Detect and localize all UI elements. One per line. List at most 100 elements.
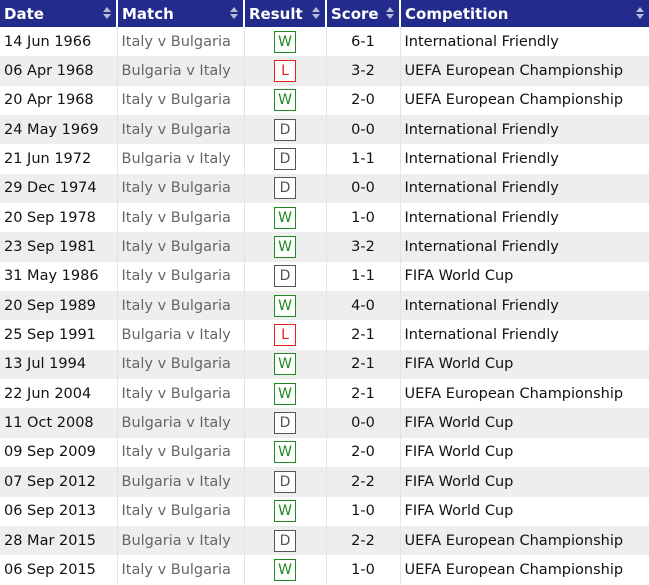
result-badge: D (274, 529, 296, 552)
competition-cell: FIFA World Cup (400, 349, 649, 380)
match-cell: Italy v Bulgaria (117, 115, 245, 145)
result-cell: W (244, 232, 327, 262)
result-cell: W (244, 379, 327, 409)
result-badge: L (274, 60, 296, 83)
result-badge: L (274, 324, 296, 347)
match-cell: Italy v Bulgaria (117, 203, 245, 233)
score-cell: 2-0 (326, 437, 401, 468)
sort-icon[interactable] (230, 6, 238, 21)
date-cell: 31 May 1986 (0, 261, 118, 292)
competition-cell: UEFA European Championship (404, 92, 624, 109)
result-cell: L (244, 56, 327, 86)
competition-cell: UEFA European Championship (404, 385, 624, 402)
match-cell: Italy v Bulgaria (117, 496, 245, 526)
result-badge: D (274, 118, 296, 141)
match-cell: Italy v Bulgaria (117, 27, 245, 57)
table-row: 20 Sep 1989 Italy v Bulgaria W 4-0 Internati… (0, 291, 649, 321)
result-cell: D (244, 115, 327, 145)
match-cell: Italy v Bulgaria (117, 85, 245, 116)
sort-icon[interactable] (103, 6, 111, 21)
date-cell: 11 Oct 2008 (0, 408, 118, 438)
column-header-score[interactable]: Score (326, 0, 401, 27)
result-cell: W (244, 291, 327, 321)
date-cell: 23 Sep 1981 (0, 232, 118, 262)
result-badge: D (274, 412, 296, 435)
competition-cell: FIFA World Cup (404, 268, 514, 285)
match-cell: Italy v Bulgaria (117, 349, 245, 380)
header-row: Date Match Result Score Competition (0, 0, 649, 27)
result-cell: W (244, 27, 327, 57)
competition-cell: International Friendly (400, 291, 649, 321)
score-cell: 1-1 (326, 144, 401, 174)
result-badge: D (274, 265, 296, 288)
column-header-result[interactable]: Result (244, 0, 327, 27)
match-cell: Bulgaria v Italy (117, 525, 245, 556)
date-cell: 22 Jun 2004 (0, 379, 118, 409)
table-row: 29 Dec 1974 Italy v Bulgaria D 0-0 Internati… (0, 173, 649, 204)
column-header-label: Result (249, 4, 303, 23)
match-cell: Bulgaria v Italy (117, 320, 245, 350)
score-cell: 3-2 (326, 232, 401, 262)
table-row: 24 May 1969 Italy v Bulgaria D 0-0 Internati… (0, 115, 649, 145)
score-cell: 3-2 (326, 56, 401, 86)
result-cell: D (244, 173, 327, 204)
score-cell: 1-0 (326, 496, 401, 526)
result-cell: L (244, 320, 327, 350)
column-header-date[interactable]: Date (0, 0, 118, 27)
competition-cell: UEFA European Championship (400, 525, 649, 556)
date-cell: 24 May 1969 (0, 115, 118, 145)
table-row: 06 Sep 2013 Italy v Bulgaria W 1-0 FIFA Worl… (0, 496, 649, 526)
table-row: 31 May 1986 Italy v Bulgaria D 1-1 FIFA Worl… (0, 261, 649, 292)
match-cell: Italy v Bulgaria (117, 291, 245, 321)
match-cell: Italy v Bulgaria (117, 437, 245, 468)
column-header-competition[interactable]: Competition (400, 0, 649, 27)
column-header-label: Date (4, 4, 44, 23)
match-cell: Bulgaria v Italy (117, 408, 245, 438)
competition-cell: UEFA European Championship (404, 561, 624, 578)
column-header-match[interactable]: Match (117, 0, 245, 27)
table-row: 28 Mar 2015 Bulgaria v Italy D 2-2 UEFA Euro… (0, 525, 649, 556)
result-badge: W (274, 441, 296, 464)
date-cell: 09 Sep 2009 (0, 437, 118, 468)
score-cell: 0-0 (326, 408, 401, 438)
sort-icon[interactable] (386, 6, 394, 21)
result-badge: W (274, 30, 296, 53)
column-header-label: Match (122, 4, 174, 23)
result-badge: W (274, 206, 296, 229)
date-cell: 20 Sep 1989 (0, 291, 118, 321)
match-cell: Bulgaria v Italy (117, 144, 245, 174)
sort-icon[interactable] (312, 6, 320, 21)
table-row: 06 Apr 1968 Bulgaria v Italy L 3-2 UEFA Euro… (0, 56, 649, 86)
score-cell: 0-0 (326, 173, 401, 204)
date-cell: 25 Sep 1991 (0, 320, 118, 350)
result-badge: W (274, 382, 296, 405)
result-badge: W (274, 89, 296, 112)
score-cell: 1-0 (326, 555, 401, 585)
competition-cell: FIFA World Cup (404, 503, 514, 520)
date-cell: 29 Dec 1974 (0, 173, 118, 204)
table-row: 23 Sep 1981 Italy v Bulgaria W 3-2 Internati… (0, 232, 649, 262)
date-cell: 14 Jun 1966 (0, 27, 118, 57)
match-cell: Italy v Bulgaria (117, 173, 245, 204)
score-cell: 2-1 (326, 379, 401, 409)
date-cell: 21 Jun 1972 (0, 144, 118, 174)
sort-icon[interactable] (636, 6, 644, 21)
match-cell: Bulgaria v Italy (117, 467, 245, 497)
date-cell: 28 Mar 2015 (0, 525, 118, 556)
match-cell: Italy v Bulgaria (117, 261, 245, 292)
result-cell: W (244, 437, 327, 468)
competition-cell: FIFA World Cup (404, 444, 514, 461)
result-badge: W (274, 236, 296, 259)
competition-cell: International Friendly (404, 151, 559, 168)
result-cell: W (244, 555, 327, 585)
result-badge: W (274, 558, 296, 581)
date-cell: 06 Apr 1968 (0, 56, 118, 86)
match-cell: Italy v Bulgaria (117, 232, 245, 262)
result-cell: D (244, 408, 327, 438)
competition-cell: International Friendly (400, 232, 649, 262)
competition-cell: International Friendly (404, 327, 559, 344)
date-cell: 06 Sep 2013 (0, 496, 118, 526)
score-cell: 1-0 (326, 203, 401, 233)
result-badge: D (274, 470, 296, 493)
